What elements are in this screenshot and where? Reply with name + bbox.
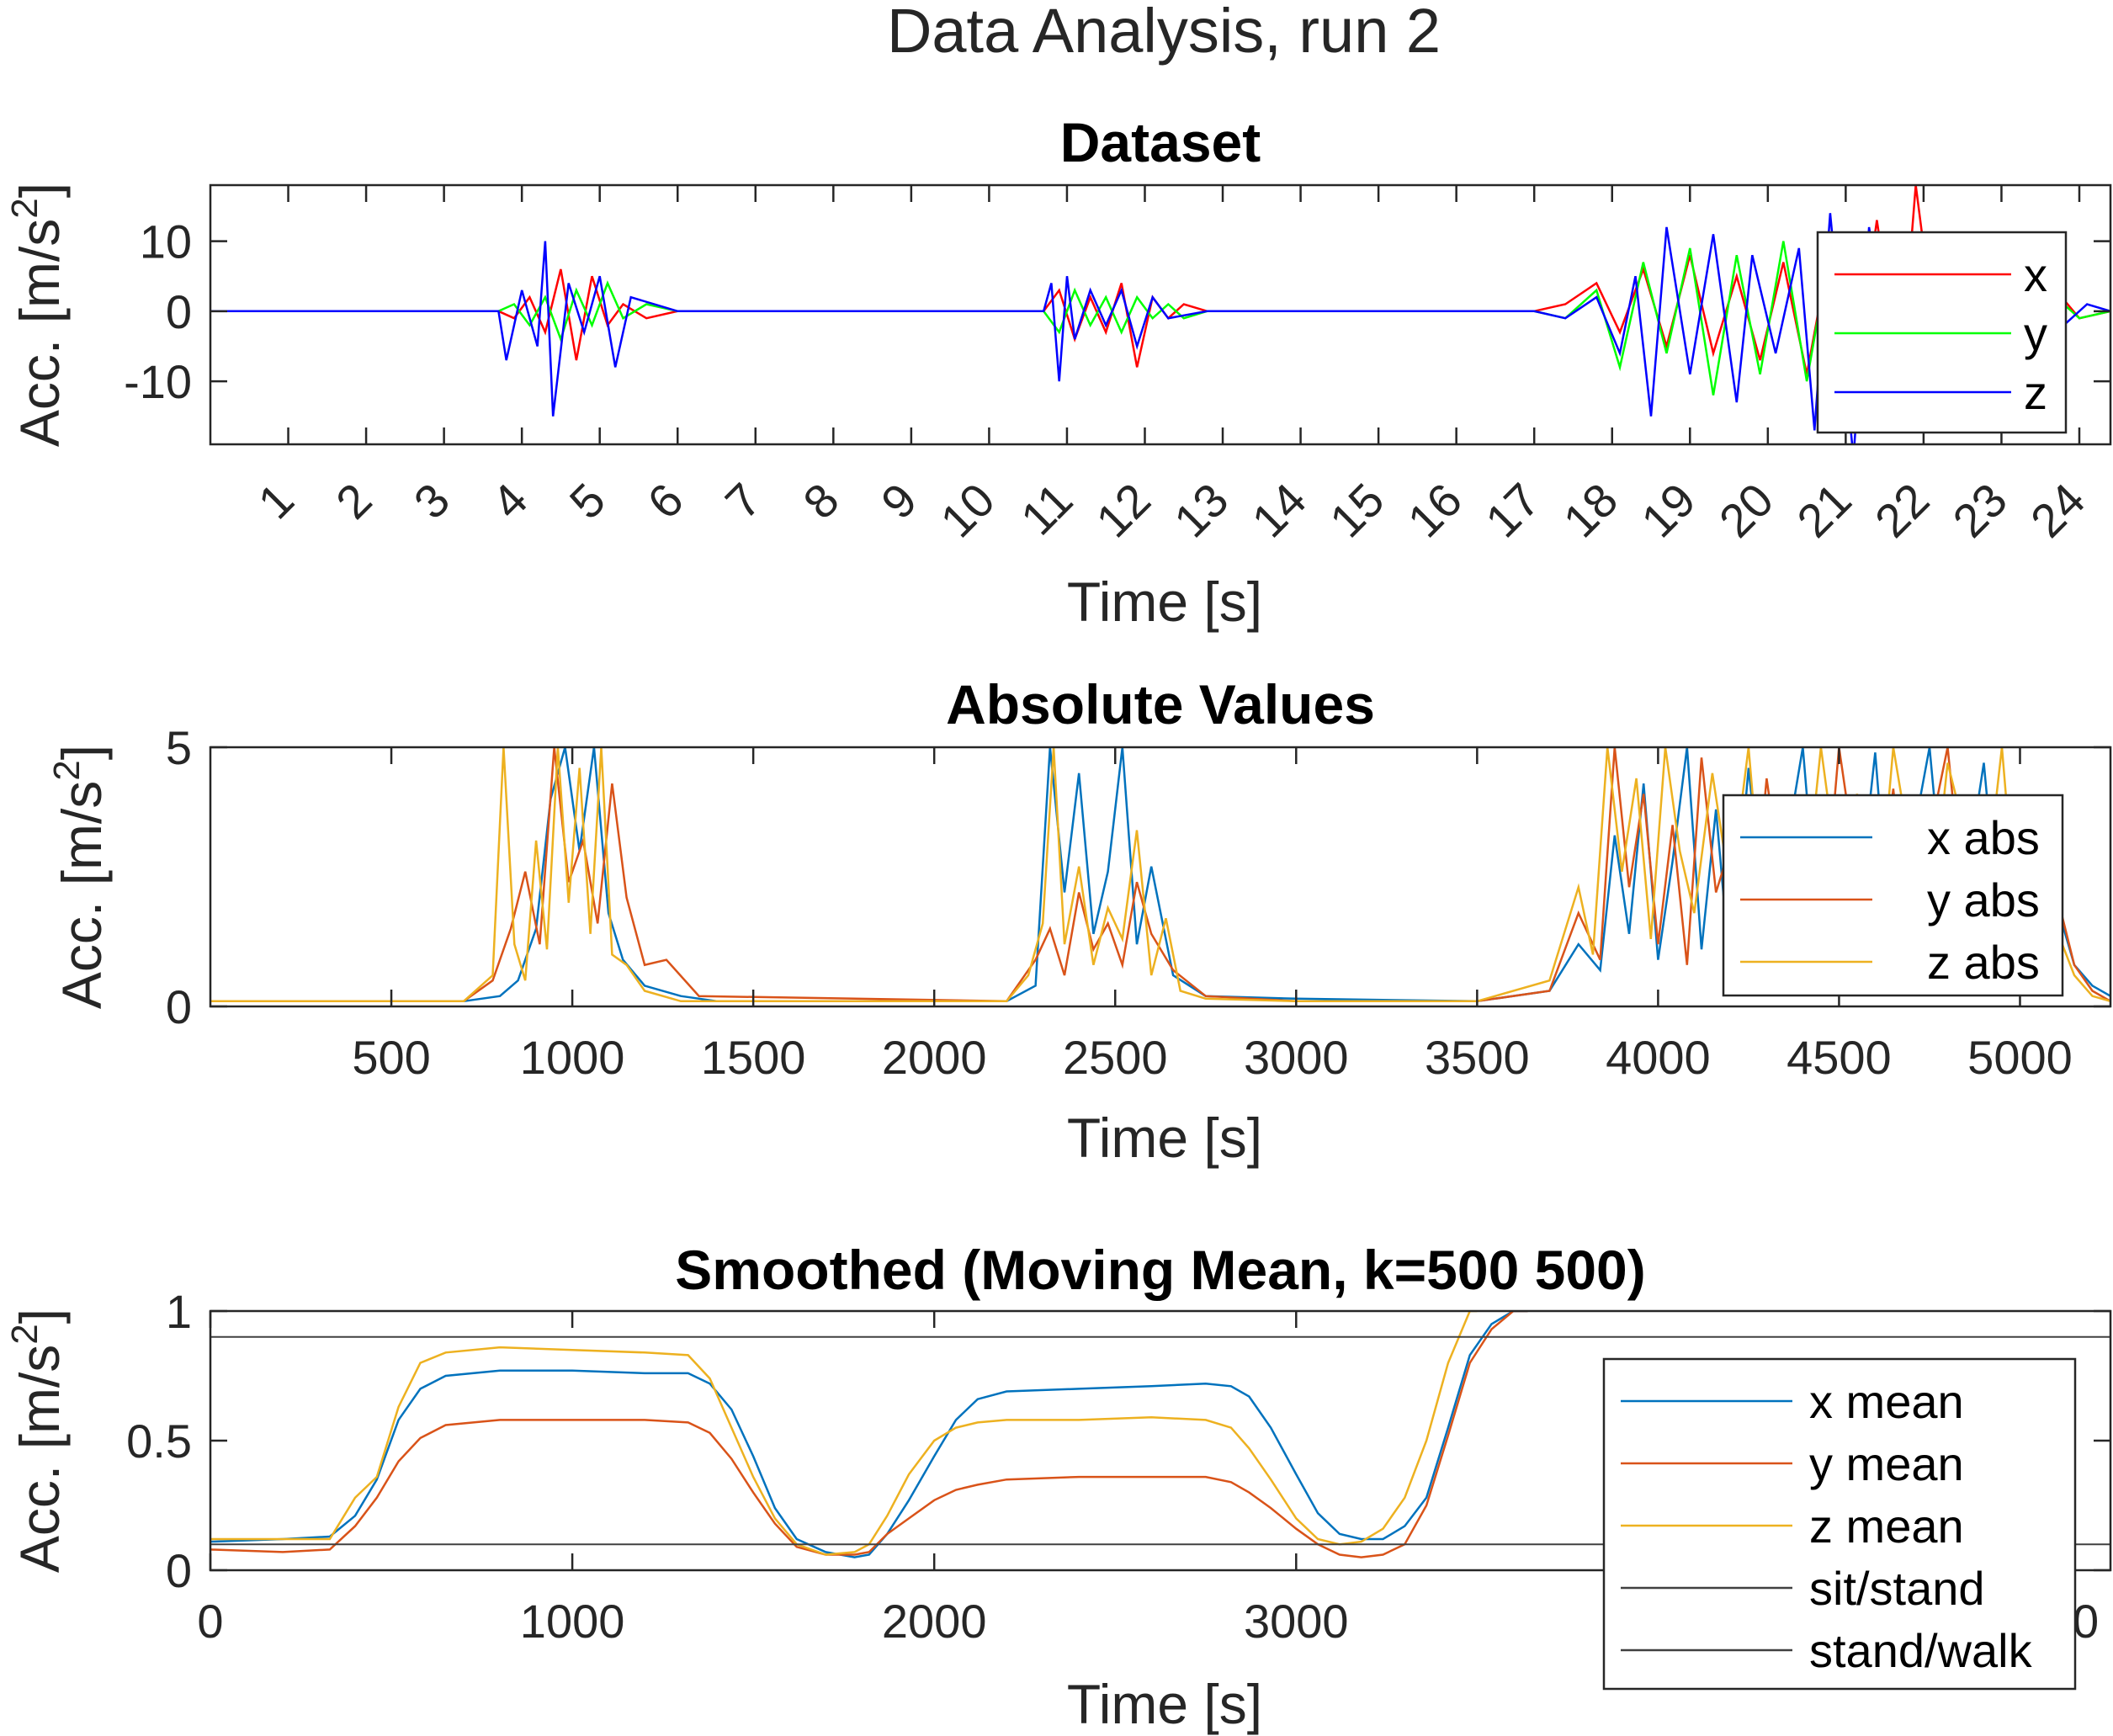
- x-tick-label: 3000: [1244, 1031, 1349, 1084]
- x-tick-label: 1000: [520, 1031, 625, 1084]
- legend-label: sit/stand: [1809, 1562, 1985, 1615]
- series-line-y-mean: [210, 1311, 1528, 1558]
- legend-label: z: [2024, 366, 2047, 419]
- y-axis-label: Acc. [m/s2]: [4, 1309, 71, 1573]
- y-tick-label: -10: [124, 355, 192, 408]
- y-tick-label: 0: [166, 980, 192, 1033]
- legend-label: y mean: [1809, 1437, 1964, 1490]
- y-tick-label: 1: [166, 1285, 192, 1338]
- panel-title: Dataset: [1060, 111, 1261, 173]
- legend-label: z mean: [1809, 1500, 1964, 1553]
- legend: xyz: [1816, 231, 2068, 434]
- figure-title: Data Analysis, run 2: [887, 0, 1441, 66]
- absolute-values-panel: 500 1000 1500 2000 2500 3000 3500 4000 4500 5000 0…: [46, 673, 2112, 1169]
- series-line-x-abs: [210, 747, 2110, 1003]
- series-line-x: [210, 185, 2110, 389]
- axes-box: [209, 746, 2112, 1008]
- y-tick-label: 0: [166, 1544, 192, 1597]
- x-tick-label: 0: [197, 1595, 223, 1648]
- x-tick-label: 4000: [1606, 1031, 1711, 1084]
- y-tick-label: 10: [140, 215, 192, 268]
- legend-label: stand/walk: [1809, 1624, 2033, 1677]
- x-tick-label: 3500: [1425, 1031, 1530, 1084]
- panel-title: Smoothed (Moving Mean, k=500 500): [675, 1239, 1645, 1301]
- x-tick-label: 2000: [882, 1595, 987, 1648]
- x-tick-label: 5000: [1967, 1031, 2073, 1084]
- legend: x abs y abs z abs: [1722, 794, 2064, 997]
- panel-title: Absolute Values: [946, 673, 1375, 735]
- legend: x mean y mean z mean sit/stand stand/walk: [1602, 1357, 2077, 1691]
- series-line-x-mean: [210, 1311, 1528, 1558]
- x-tick-label: 1500: [701, 1031, 806, 1084]
- y-axis-label: Acc. [m/s2]: [46, 745, 113, 1009]
- legend-label: y abs: [1927, 873, 2040, 926]
- y-tick-label: 5: [166, 721, 192, 774]
- x-tick-label: 2000: [882, 1031, 987, 1084]
- x-tick-label: 2500: [1063, 1031, 1168, 1084]
- legend-label: x mean: [1809, 1375, 1964, 1428]
- x-tick-label: 3000: [1244, 1595, 1349, 1648]
- x-axis-label: Time [s]: [1067, 571, 1262, 633]
- x-axis-label: Time [s]: [1067, 1673, 1262, 1735]
- y-tick-label: 0.5: [126, 1415, 192, 1468]
- y-axis-label: Acc. [m/s2]: [4, 183, 71, 447]
- legend-label: z abs: [1927, 936, 2040, 989]
- x-tick-label-partial: 0: [2073, 1595, 2099, 1648]
- legend-label: x: [2024, 248, 2047, 301]
- legend-box: [1602, 1357, 2077, 1691]
- legend-label: y: [2024, 307, 2047, 360]
- x-axis-label: Time [s]: [1067, 1107, 1262, 1169]
- legend-label: x abs: [1927, 811, 2040, 864]
- y-tick-label: 0: [166, 285, 192, 338]
- x-tick-label: 4500: [1786, 1031, 1892, 1084]
- axes-box: [209, 183, 2112, 446]
- x-tick-label: 1000: [520, 1595, 625, 1648]
- x-tick-label: 500: [352, 1031, 430, 1084]
